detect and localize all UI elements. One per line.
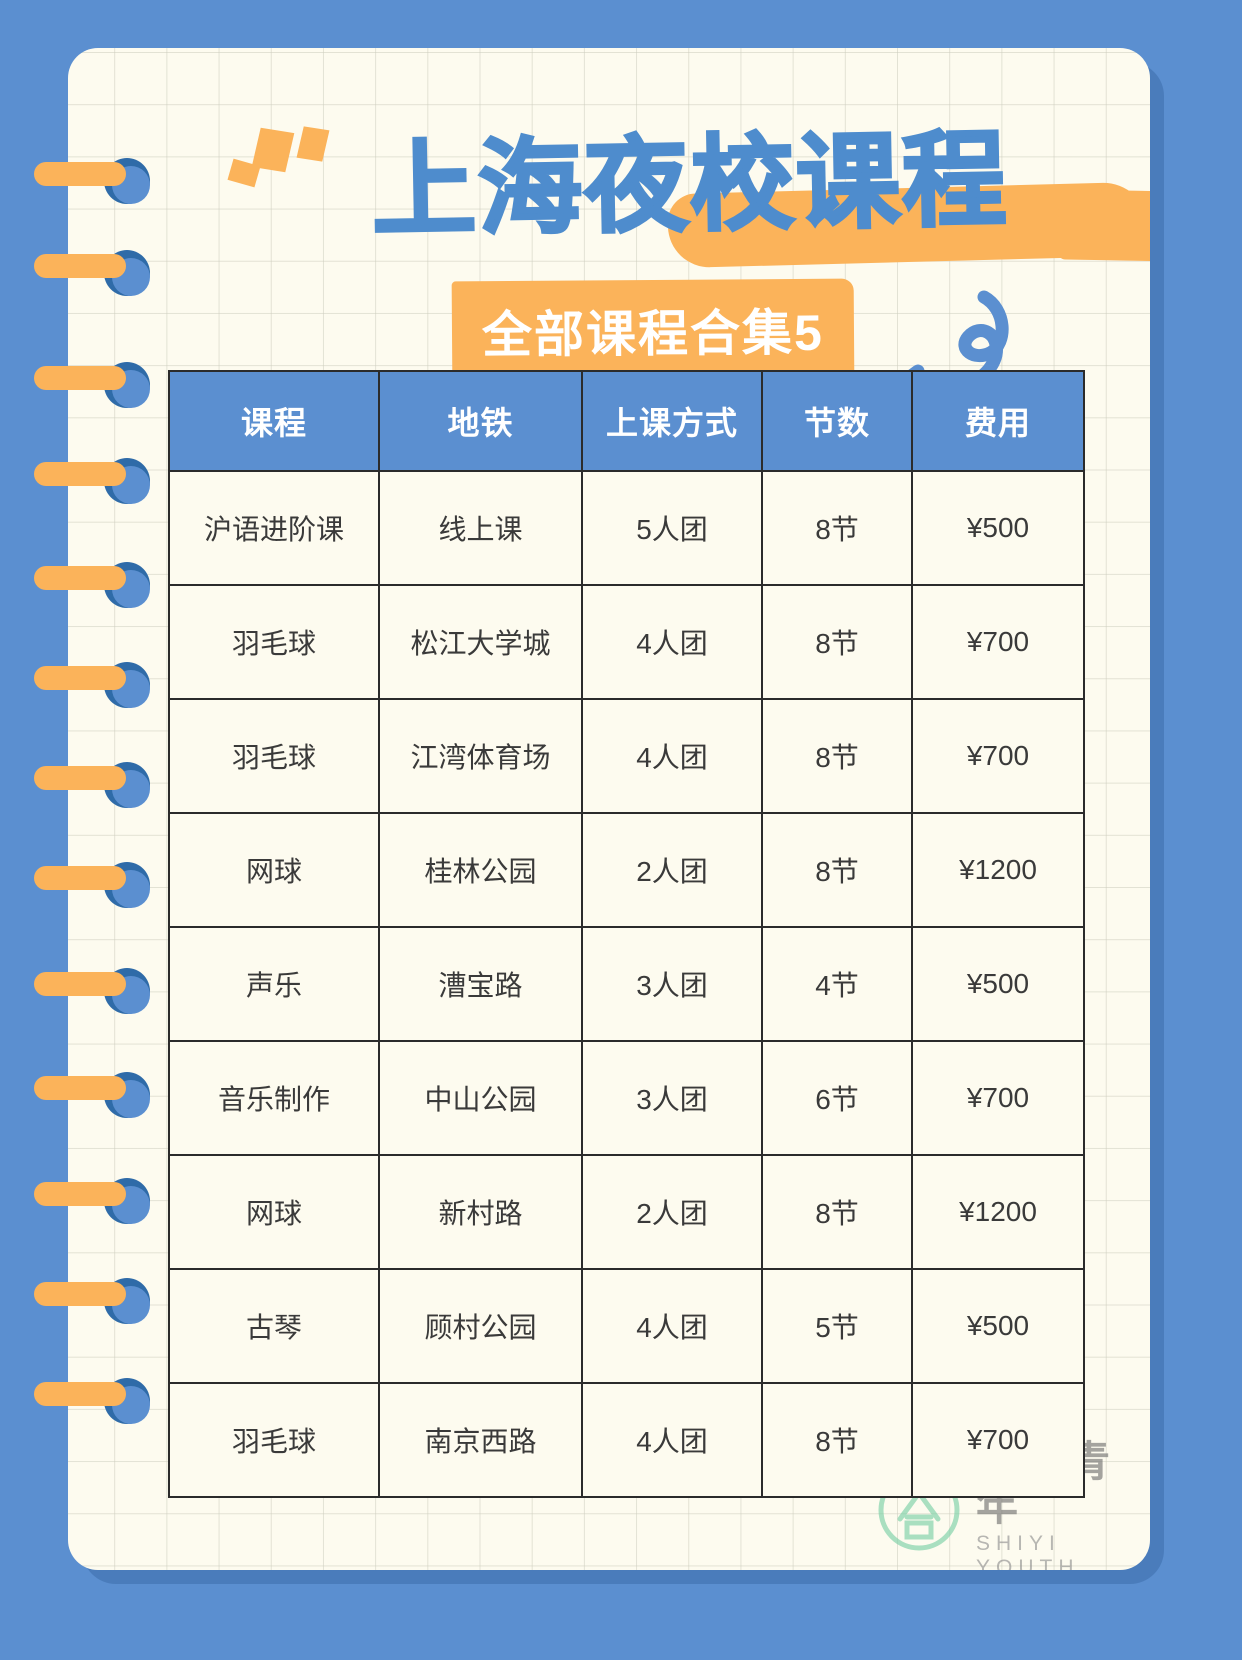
cell-course: 网球: [168, 1154, 380, 1270]
cell-count: 8节: [761, 1382, 913, 1498]
cell-course: 羽毛球: [168, 1382, 380, 1498]
cell-mode: 2人团: [581, 1154, 763, 1270]
cell-course: 沪语进阶课: [168, 470, 380, 586]
watermark-name-en: SHIYI YOUTH: [976, 1532, 1080, 1570]
column-header-fee: 费用: [911, 370, 1085, 472]
ring-bar: [34, 666, 126, 690]
column-header-course: 课程: [168, 370, 380, 472]
column-header-mode: 上课方式: [581, 370, 763, 472]
cell-mode: 4人团: [581, 1382, 763, 1498]
quote-marks-icon: [208, 110, 368, 210]
spiral-ring: [34, 1178, 150, 1224]
spiral-ring: [34, 562, 150, 608]
ring-bar: [34, 1076, 126, 1100]
cell-count: 6节: [761, 1040, 913, 1156]
ring-bar: [34, 972, 126, 996]
table-body: 沪语进阶课 线上课 5人团 8节 ¥500 羽毛球 松江大学城 4人团 8节 ¥700 羽毛球 江湾体…: [168, 470, 1085, 1498]
cell-metro: 顾村公园: [378, 1268, 583, 1384]
spiral-ring: [34, 968, 150, 1014]
cell-count: 8节: [761, 698, 913, 814]
cell-fee: ¥1200: [911, 812, 1085, 928]
cell-metro: 桂林公园: [378, 812, 583, 928]
ring-bar: [34, 1182, 126, 1206]
cell-count: 8节: [761, 470, 913, 586]
spiral-ring: [34, 458, 150, 504]
cell-metro: 新村路: [378, 1154, 583, 1270]
cell-metro: 松江大学城: [378, 584, 583, 700]
spiral-binding: [0, 0, 160, 1660]
subtitle-label: 全部课程合集5: [481, 304, 825, 364]
ring-bar: [34, 1382, 126, 1406]
table-row: 声乐 漕宝路 3人团 4节 ¥500: [168, 926, 1085, 1042]
cell-fee: ¥700: [911, 1040, 1085, 1156]
table-header: 课程 地铁 上课方式 节数 费用: [168, 370, 1085, 472]
cell-course: 羽毛球: [168, 698, 380, 814]
page-title: 上海夜校课程: [370, 121, 1011, 251]
course-table: 课程 地铁 上课方式 节数 费用 沪语进阶课 线上课 5人团 8节 ¥500 羽毛球 松江大…: [168, 370, 1085, 1498]
spiral-ring: [34, 662, 150, 708]
cell-course: 声乐: [168, 926, 380, 1042]
cell-mode: 5人团: [581, 470, 763, 586]
ring-bar: [34, 866, 126, 890]
quote-mark-shape: [296, 126, 330, 162]
cell-course: 古琴: [168, 1268, 380, 1384]
title-highlight-tail: [1057, 189, 1150, 265]
ring-bar: [34, 254, 126, 278]
quote-mark-shape: [251, 127, 295, 173]
cell-mode: 2人团: [581, 812, 763, 928]
cell-metro: 南京西路: [378, 1382, 583, 1498]
cell-count: 8节: [761, 584, 913, 700]
cell-count: 8节: [761, 812, 913, 928]
spiral-ring: [34, 1072, 150, 1118]
column-header-metro: 地铁: [378, 370, 583, 472]
cell-metro: 中山公园: [378, 1040, 583, 1156]
cell-mode: 3人团: [581, 926, 763, 1042]
cell-fee: ¥700: [911, 1382, 1085, 1498]
cell-course: 音乐制作: [168, 1040, 380, 1156]
table-row: 羽毛球 松江大学城 4人团 8节 ¥700: [168, 584, 1085, 700]
table-row: 网球 桂林公园 2人团 8节 ¥1200: [168, 812, 1085, 928]
cell-mode: 4人团: [581, 584, 763, 700]
table-row: 羽毛球 江湾体育场 4人团 8节 ¥700: [168, 698, 1085, 814]
spiral-ring: [34, 1278, 150, 1324]
cell-metro: 线上课: [378, 470, 583, 586]
cell-fee: ¥700: [911, 698, 1085, 814]
cell-count: 5节: [761, 1268, 913, 1384]
cell-course: 网球: [168, 812, 380, 928]
title-block: 上海夜校课程 全部课程合集5: [358, 121, 1150, 386]
spiral-ring: [34, 362, 150, 408]
spiral-ring: [34, 1378, 150, 1424]
cell-mode: 4人团: [581, 1268, 763, 1384]
cell-fee: ¥1200: [911, 1154, 1085, 1270]
cell-count: 4节: [761, 926, 913, 1042]
cell-mode: 4人团: [581, 698, 763, 814]
cell-fee: ¥500: [911, 926, 1085, 1042]
ring-bar: [34, 1282, 126, 1306]
cell-fee: ¥700: [911, 584, 1085, 700]
table-row: 古琴 顾村公园 4人团 5节 ¥500: [168, 1268, 1085, 1384]
table-row: 网球 新村路 2人团 8节 ¥1200: [168, 1154, 1085, 1270]
spiral-ring: [34, 158, 150, 204]
column-header-count: 节数: [761, 370, 913, 472]
table-row: 沪语进阶课 线上课 5人团 8节 ¥500: [168, 470, 1085, 586]
ring-bar: [34, 162, 126, 186]
spiral-ring: [34, 250, 150, 296]
ring-bar: [34, 462, 126, 486]
cell-course: 羽毛球: [168, 584, 380, 700]
cell-fee: ¥500: [911, 1268, 1085, 1384]
table-row: 音乐制作 中山公园 3人团 6节 ¥700: [168, 1040, 1085, 1156]
cell-mode: 3人团: [581, 1040, 763, 1156]
cell-count: 8节: [761, 1154, 913, 1270]
cell-metro: 江湾体育场: [378, 698, 583, 814]
spiral-ring: [34, 862, 150, 908]
table-header-row: 课程 地铁 上课方式 节数 费用: [168, 370, 1085, 472]
ring-bar: [34, 566, 126, 590]
cell-metro: 漕宝路: [378, 926, 583, 1042]
ring-bar: [34, 766, 126, 790]
table-row: 羽毛球 南京西路 4人团 8节 ¥700: [168, 1382, 1085, 1498]
cell-fee: ¥500: [911, 470, 1085, 586]
spiral-ring: [34, 762, 150, 808]
ring-bar: [34, 366, 126, 390]
